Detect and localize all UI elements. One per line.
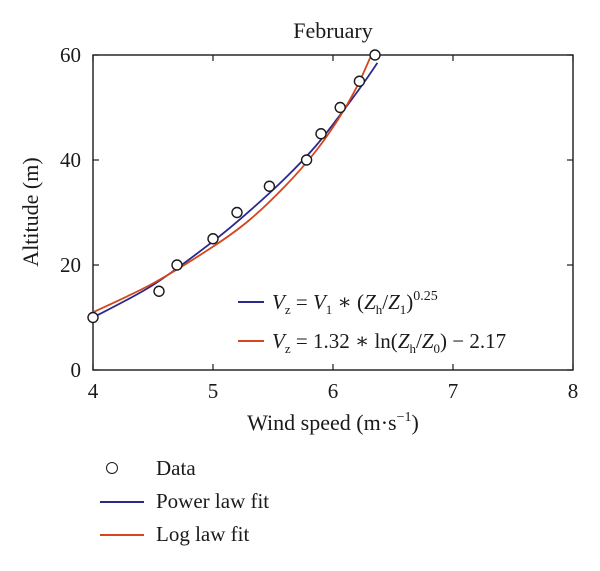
x-tick-label: 5 <box>208 379 219 403</box>
plot-area <box>92 54 574 371</box>
data-point <box>369 49 381 61</box>
legend: Data Power law fit Log law fit <box>100 452 269 551</box>
legend-item-power-law: Power law fit <box>100 485 269 518</box>
chart: 4 5 6 7 8 0 20 40 60 February Wind speed (m·s−1)… <box>18 18 579 435</box>
annotation-log-law: Vz = 1.32 ∗ ln(Zh/Z0) − 2.17 <box>238 329 506 356</box>
data-point <box>263 180 276 192</box>
legend-swatch-power-law <box>100 492 144 512</box>
data-point <box>353 75 366 87</box>
series-line-power-law <box>92 62 379 319</box>
data-point <box>207 233 219 245</box>
y-axis-label: Altitude (m) <box>18 157 43 266</box>
x-tick-label: 4 <box>88 379 99 403</box>
x-tick-label: 7 <box>448 379 459 403</box>
legend-label-power-law: Power law fit <box>156 489 270 513</box>
data-point <box>315 128 327 140</box>
legend-swatch-log-law <box>100 525 144 545</box>
data-point <box>153 285 165 297</box>
data-point <box>87 311 99 324</box>
y-tick-label: 20 <box>60 253 81 277</box>
data-point <box>171 259 183 271</box>
legend-item-log-law: Log law fit <box>100 518 269 551</box>
legend-label-log-law: Log law fit <box>156 522 250 546</box>
annotation-power-law-formula: Vz = V1 ∗ (Zh/Z1)0.25 <box>272 289 438 317</box>
chart-title: February <box>293 18 372 43</box>
x-tick-label: 8 <box>568 379 579 403</box>
data-point <box>300 154 313 166</box>
legend-marker-circle <box>100 459 144 479</box>
y-tick-label: 0 <box>71 358 82 382</box>
data-point <box>334 101 346 114</box>
y-tick-label: 40 <box>60 148 81 172</box>
data-point <box>231 206 243 219</box>
annotation-log-law-formula: Vz = 1.32 ∗ ln(Zh/Z0) − 2.17 <box>272 329 506 356</box>
legend-label-data: Data <box>156 456 196 480</box>
x-axis-label: Wind speed (m·s−1) <box>247 410 419 435</box>
legend-item-data: Data <box>100 452 269 485</box>
x-tick-label: 6 <box>328 379 339 403</box>
y-tick-label: 60 <box>60 43 81 67</box>
series-line-log-law <box>92 57 372 314</box>
annotation-power-law: Vz = V1 ∗ (Zh/Z1)0.25 <box>238 289 438 317</box>
